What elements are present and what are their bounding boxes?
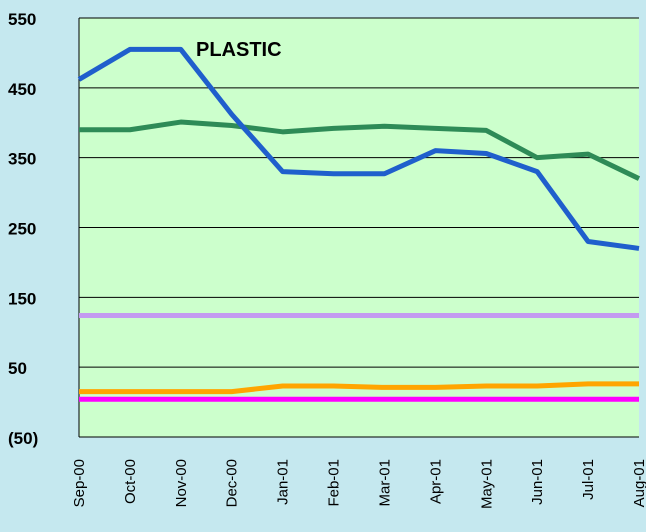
x-tick-label: May-01 <box>478 459 495 509</box>
y-tick-label: 250 <box>8 220 36 239</box>
y-tick-label: 350 <box>8 150 36 169</box>
y-tick-label: 450 <box>8 80 36 99</box>
x-tick-label: Jan-01 <box>275 459 292 505</box>
x-tick-label: Dec-00 <box>224 459 241 507</box>
y-tick-label: 550 <box>8 10 36 29</box>
y-axis-ticks: 550 450 350 250 150 50 (50) <box>8 10 38 448</box>
y-tick-label: (50) <box>8 429 38 448</box>
x-tick-label: Aug-01 <box>631 459 646 507</box>
x-tick-label: Sep-00 <box>71 459 88 507</box>
chart-title: PLASTIC <box>196 39 282 61</box>
series-line <box>79 381 639 395</box>
x-tick-label: Oct-00 <box>122 459 139 504</box>
grid-lines <box>78 17 639 438</box>
y-tick-label: 50 <box>8 359 27 378</box>
x-tick-label: Jun-01 <box>529 459 546 505</box>
x-tick-label: Mar-01 <box>376 459 393 507</box>
x-tick-label: Nov-00 <box>173 459 190 507</box>
series-line <box>77 46 640 251</box>
x-tick-label: Jul-01 <box>580 459 597 500</box>
x-tick-label: Apr-01 <box>427 459 444 504</box>
y-tick-label: 150 <box>8 289 36 308</box>
x-tick-label: Feb-01 <box>326 459 343 507</box>
series-line <box>79 119 641 181</box>
series-lines <box>77 46 641 402</box>
x-axis-ticks: Sep-00 Oct-00 Nov-00 Dec-00 Jan-01 Feb-01 Mar-… <box>71 459 646 509</box>
